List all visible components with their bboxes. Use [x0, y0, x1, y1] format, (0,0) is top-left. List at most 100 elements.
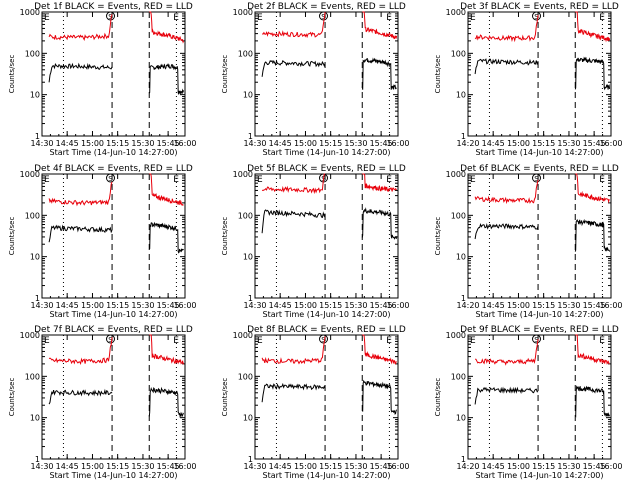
- e-marker: E: [386, 175, 392, 185]
- e-marker: E: [599, 336, 605, 346]
- x-tick-label: 15:45: [583, 462, 606, 471]
- x-tick-label: 14:20: [456, 462, 479, 471]
- x-tick-label: 15:45: [583, 301, 606, 310]
- panel-title: Det 8f BLACK = Events, RED = LLD: [247, 325, 406, 335]
- y-tick-label: 100: [25, 372, 40, 381]
- lld-series-line: [261, 173, 397, 195]
- e-marker: E: [599, 13, 605, 23]
- y-tick-label: 100: [25, 211, 40, 220]
- e-marker: E: [257, 175, 263, 185]
- y-tick-label: 1000: [446, 331, 466, 340]
- y-tick-label: 1000: [20, 170, 40, 179]
- y-tick-label: 10: [243, 414, 253, 423]
- s-marker: S: [108, 175, 113, 183]
- plot-frame: [467, 173, 612, 299]
- detector-panel: Det 6f BLACK = Events, RED = LLD 1 10 100 10…: [434, 164, 623, 319]
- x-tick-label: 14:30: [30, 301, 53, 310]
- y-tick-label: 100: [451, 49, 466, 58]
- s-marker-circle: [532, 173, 541, 183]
- detector-panel: Det 4f BLACK = Events, RED = LLD 1 10 100 10…: [8, 164, 197, 319]
- panel-title: Det 5f BLACK = Events, RED = LLD: [247, 164, 406, 174]
- y-tick-label: 1: [248, 294, 253, 303]
- x-tick-label: 15:45: [370, 462, 393, 471]
- x-tick-label: 15:15: [106, 301, 129, 310]
- events-series-line: [474, 218, 611, 252]
- y-tick-label: 10: [456, 253, 466, 262]
- x-tick-label: 15:30: [131, 301, 154, 310]
- e-marker: E: [470, 175, 476, 185]
- x-tick-label: 15:30: [557, 301, 580, 310]
- y-axis-label: Counts/sec: [8, 378, 16, 417]
- detector-panel: Det 1f BLACK = Events, RED = LLD 1 10 100 10…: [8, 2, 197, 157]
- detector-panel: Det 9f BLACK = Events, RED = LLD 1 10 100 10…: [434, 325, 623, 480]
- x-tick-label: 14:45: [56, 139, 79, 148]
- y-axis-label: Counts/sec: [434, 378, 442, 417]
- y-tick-label: 10: [243, 253, 253, 262]
- panel-title: Det 4f BLACK = Events, RED = LLD: [34, 164, 193, 174]
- detector-panel: Det 5f BLACK = Events, RED = LLD 1 10 100 10…: [221, 164, 410, 319]
- x-tick-label: 15:30: [131, 139, 154, 148]
- x-tick-label: 16:00: [599, 462, 622, 471]
- y-tick-label: 100: [238, 211, 253, 220]
- y-tick-label: 1: [248, 455, 253, 464]
- y-axis-label: Counts/sec: [221, 55, 229, 94]
- y-tick-label: 10: [456, 91, 466, 100]
- panel-title: Det 6f BLACK = Events, RED = LLD: [460, 164, 619, 174]
- events-series-line: [261, 57, 397, 90]
- x-axis-label: Start Time (14-Jun-10 14:27:00): [263, 148, 391, 157]
- x-tick-label: 14:45: [482, 301, 505, 310]
- y-tick-label: 1000: [20, 331, 40, 340]
- x-tick-label: 15:15: [106, 139, 129, 148]
- x-axis-label: Start Time (14-Jun-10 14:27:00): [263, 471, 391, 480]
- x-tick-label: 14:30: [30, 139, 53, 148]
- lld-series-line: [261, 11, 398, 40]
- events-series-line: [474, 56, 611, 91]
- detector-panel: Det 2f BLACK = Events, RED = LLD 1 10 100 10…: [221, 2, 410, 157]
- y-tick-label: 1000: [233, 331, 253, 340]
- x-axis-label: Start Time (14-Jun-10 14:27:00): [50, 148, 178, 157]
- e-marker: E: [173, 336, 179, 346]
- x-axis-label: Start Time (14-Jun-10 14:27:00): [476, 148, 604, 157]
- e-marker: E: [173, 13, 179, 23]
- plot-frame: [467, 11, 612, 137]
- panel-title: Det 1f BLACK = Events, RED = LLD: [34, 2, 193, 12]
- e-marker: E: [257, 336, 263, 346]
- s-marker: S: [321, 336, 326, 344]
- events-series-line: [261, 379, 398, 415]
- y-tick-label: 100: [238, 372, 253, 381]
- e-marker: E: [44, 175, 50, 185]
- x-tick-label: 15:15: [532, 139, 555, 148]
- lld-series-line: [48, 334, 185, 366]
- y-tick-label: 1000: [233, 8, 253, 17]
- events-series-line: [48, 221, 184, 254]
- y-tick-label: 10: [30, 91, 40, 100]
- x-tick-label: 14:45: [56, 301, 79, 310]
- y-tick-label: 1: [248, 132, 253, 141]
- x-tick-label: 15:30: [344, 139, 367, 148]
- y-tick-label: 1: [35, 455, 40, 464]
- s-marker: S: [534, 175, 539, 183]
- x-tick-label: 15:00: [294, 301, 317, 310]
- y-tick-label: 100: [25, 49, 40, 58]
- y-tick-label: 1: [461, 455, 466, 464]
- s-marker-circle: [532, 11, 541, 21]
- e-marker: E: [386, 336, 392, 346]
- lld-series-line: [48, 173, 184, 207]
- e-marker: E: [470, 336, 476, 346]
- x-tick-label: 15:15: [319, 139, 342, 148]
- s-marker: S: [534, 336, 539, 344]
- x-tick-label: 14:45: [482, 139, 505, 148]
- y-axis-label: Counts/sec: [434, 55, 442, 94]
- x-tick-label: 14:30: [243, 462, 266, 471]
- s-marker-circle: [106, 173, 115, 183]
- x-tick-label: 15:45: [583, 139, 606, 148]
- e-marker: E: [173, 175, 179, 185]
- panel-title: Det 3f BLACK = Events, RED = LLD: [460, 2, 619, 12]
- y-tick-label: 1: [35, 294, 40, 303]
- x-tick-label: 15:00: [81, 301, 104, 310]
- x-tick-label: 14:45: [269, 301, 292, 310]
- plot-frame: [254, 334, 399, 460]
- x-tick-label: 16:00: [599, 139, 622, 148]
- x-tick-label: 15:15: [319, 301, 342, 310]
